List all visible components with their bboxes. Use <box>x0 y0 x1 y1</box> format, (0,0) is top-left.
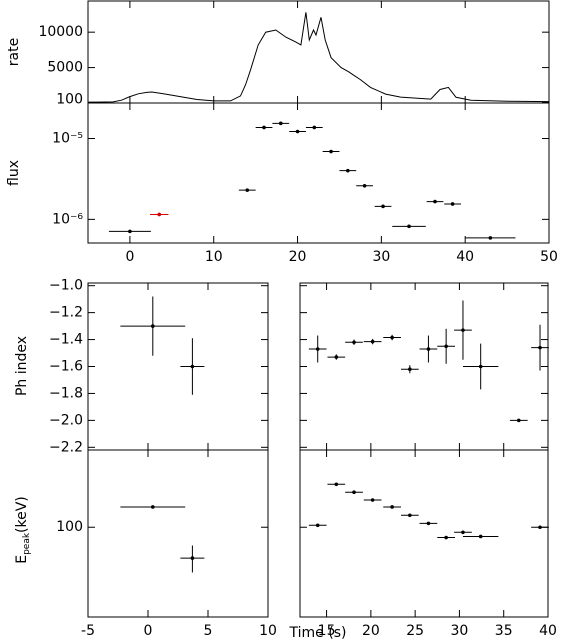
x-tick-label: 50 <box>540 249 558 265</box>
data-point <box>407 224 411 229</box>
y-tick-label: −1.4 <box>49 332 83 348</box>
y-tick-label: 5000 <box>47 60 83 76</box>
data-point <box>444 344 448 349</box>
data-point <box>461 530 465 535</box>
x-tick-label: 10 <box>259 623 277 639</box>
data-point <box>295 129 300 134</box>
data-point <box>516 418 521 423</box>
x-tick-label: 0 <box>144 623 153 639</box>
x-tick-label: -5 <box>81 623 95 639</box>
data-point <box>315 523 320 528</box>
data-point <box>278 121 283 126</box>
data-point <box>157 212 162 217</box>
y-tick-label: −1.0 <box>49 278 83 294</box>
y-axis-label: rate <box>6 38 22 66</box>
axes-frame <box>299 449 549 618</box>
data-point <box>370 498 375 502</box>
y-tick-label: −2.0 <box>49 412 83 428</box>
data-point <box>128 229 132 234</box>
data-point <box>312 125 317 130</box>
data-point <box>151 324 155 328</box>
data-point <box>461 328 465 332</box>
data-point <box>390 505 394 509</box>
data-point <box>151 505 155 509</box>
data-point <box>334 482 339 487</box>
y-axis-label-unit: (keV) <box>14 496 30 533</box>
y-axis-label: Ph index <box>14 336 30 396</box>
data-point <box>450 202 455 206</box>
rate-curve <box>87 12 550 103</box>
x-tick-label: 0 <box>125 249 134 265</box>
x-tick-label: 40 <box>456 249 474 265</box>
data-point <box>352 340 356 345</box>
data-point <box>408 513 412 518</box>
y-tick-label: −2.2 <box>49 439 83 455</box>
y-tick-label: −1.6 <box>49 359 83 375</box>
x-tick-label: 20 <box>362 623 380 639</box>
data-point <box>346 168 350 173</box>
y-axis-label-text: rate <box>6 38 22 66</box>
data-point <box>190 364 195 369</box>
y-tick-label: −1.8 <box>49 385 83 401</box>
x-tick-label: 20 <box>289 249 307 265</box>
x-tick-label: 35 <box>495 623 513 639</box>
axes-frame <box>87 449 269 618</box>
data-point <box>262 125 266 130</box>
data-point <box>390 335 394 340</box>
x-tick-label: 10 <box>205 249 223 265</box>
x-tick-label: 15 <box>318 623 336 639</box>
axes-frame <box>87 102 550 244</box>
y-axis-label-text: flux <box>6 160 22 186</box>
x-tick-label: 40 <box>539 623 557 639</box>
y-tick-label: 10⁻⁵ <box>52 131 83 147</box>
data-point <box>478 534 483 539</box>
y-tick-label: 10⁻⁶ <box>52 211 83 227</box>
x-axis-label: Time (s) <box>289 625 347 641</box>
x-tick-label: 30 <box>372 249 390 265</box>
data-point <box>381 204 385 209</box>
y-axis-label-text: Ph index <box>14 336 30 396</box>
data-point <box>426 521 431 526</box>
axes-frame <box>87 0 550 104</box>
x-tick-label: 30 <box>451 623 469 639</box>
data-point <box>245 188 250 192</box>
y-tick-label: 10000 <box>38 24 83 40</box>
data-point <box>190 556 195 560</box>
y-tick-label: 100 <box>56 519 83 535</box>
y-axis-label: flux <box>6 160 22 186</box>
data-point <box>315 347 320 351</box>
data-point <box>329 149 333 154</box>
x-tick-label: 5 <box>204 623 213 639</box>
data-point <box>478 364 483 369</box>
data-point <box>538 525 542 530</box>
data-point <box>444 535 448 540</box>
data-point <box>334 355 339 359</box>
y-tick-label: 100 <box>56 91 83 107</box>
data-point <box>538 345 542 350</box>
data-point <box>352 490 356 495</box>
data-point <box>426 347 431 351</box>
data-point <box>433 199 437 204</box>
data-point <box>370 339 375 344</box>
y-axis-label-sub: peak <box>22 532 32 555</box>
axes-frame <box>299 282 549 451</box>
data-point <box>488 236 493 240</box>
y-tick-label: −1.2 <box>49 305 83 321</box>
data-point <box>362 184 367 188</box>
axes-frame <box>87 282 269 451</box>
data-point <box>408 367 412 371</box>
x-tick-label: 25 <box>406 623 424 639</box>
y-axis-label: Epeak(keV) <box>14 496 32 564</box>
y-axis-label-text: E <box>14 555 30 564</box>
